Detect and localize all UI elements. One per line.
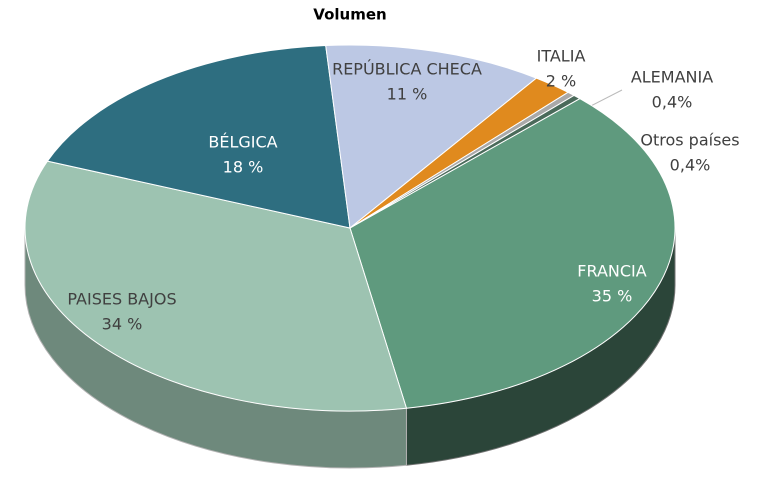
slice-label: ITALIA: [537, 47, 586, 66]
value-label: 35 %: [592, 287, 633, 306]
slice-label: REPÚBLICA CHECA: [332, 60, 482, 79]
value-label: 0,4%: [670, 156, 711, 175]
slice: [349, 98, 676, 409]
slice-label: ALEMANIA: [631, 68, 713, 87]
slice: [24, 160, 408, 412]
value-label: 0,4%: [652, 93, 693, 112]
value-label: 18 %: [223, 158, 264, 177]
slice-label: Otros países: [640, 131, 739, 150]
value-label: 2 %: [546, 72, 576, 91]
chart-title: Volumen: [313, 6, 386, 24]
slice-label: BÉLGICA: [208, 133, 277, 152]
slice: [46, 44, 351, 229]
slice: [349, 94, 581, 229]
slice-label: FRANCIA: [577, 262, 646, 281]
value-label: 34 %: [102, 315, 143, 334]
slice: [325, 44, 538, 229]
slice-label: PAISES BAJOS: [67, 290, 176, 309]
value-label: 11 %: [387, 85, 428, 104]
